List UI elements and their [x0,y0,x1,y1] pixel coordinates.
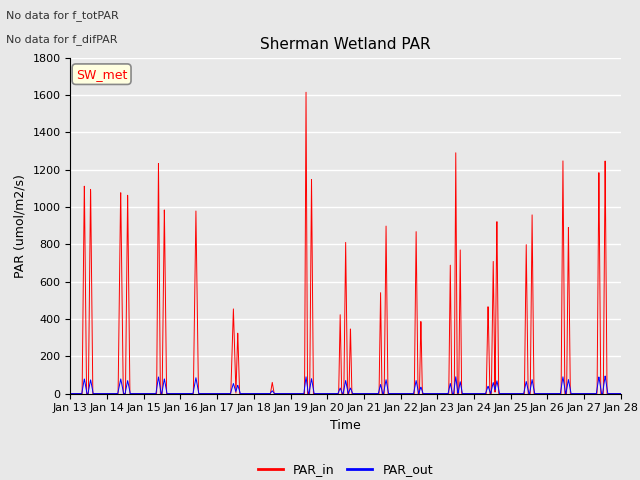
X-axis label: Time: Time [330,419,361,432]
Legend: PAR_in, PAR_out: PAR_in, PAR_out [253,458,438,480]
Text: SW_met: SW_met [76,68,127,81]
Y-axis label: PAR (umol/m2/s): PAR (umol/m2/s) [14,174,27,277]
Text: No data for f_difPAR: No data for f_difPAR [6,34,118,45]
Text: No data for f_totPAR: No data for f_totPAR [6,10,119,21]
Title: Sherman Wetland PAR: Sherman Wetland PAR [260,37,431,52]
